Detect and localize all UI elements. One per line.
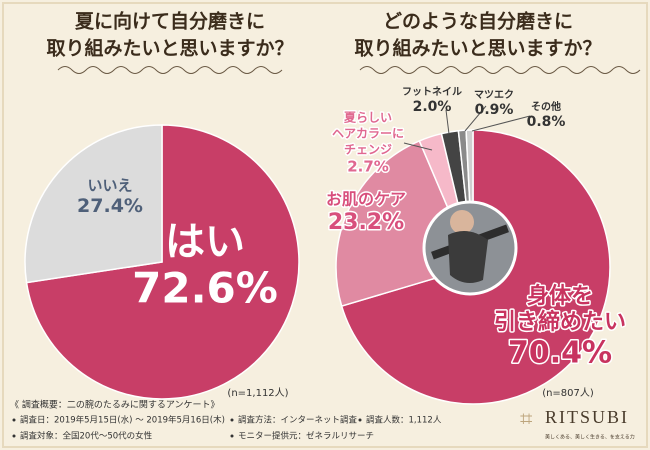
logo-icon: ⌗ (520, 406, 532, 431)
sample-size: (n=1,112人) (227, 387, 288, 399)
category-label: はい (165, 219, 245, 265)
chart-title: 取り組みたいと思いますか？ (46, 37, 293, 60)
category-label: 夏らしい (344, 111, 392, 125)
chart-title: 夏に向けて自分磨きに (75, 10, 265, 33)
value-label: 2.0% (413, 99, 452, 115)
category-label: 身体を (527, 283, 593, 309)
pie-slice (25, 124, 300, 400)
pie-slice (24, 124, 163, 284)
leader-line (464, 105, 487, 132)
value-label: 72.6% (132, 264, 278, 313)
footer-item: 調査対象：全国20代～50代の女性 (20, 431, 153, 442)
footer-item: 調査人数：1,112人 (366, 415, 442, 426)
category-label: ヘアカラーに (332, 127, 404, 141)
leader-line (403, 142, 433, 151)
category-label: チェンジ (344, 143, 392, 157)
sample-size: (n=807人) (542, 387, 594, 399)
value-label: 27.4% (77, 195, 143, 217)
title-ornament (57, 66, 641, 74)
value-label: 0.8% (527, 114, 566, 130)
leader-line (471, 115, 531, 132)
category-label: 引き締めたい (494, 309, 626, 335)
leader-line (445, 109, 450, 135)
category-label: その他 (531, 100, 561, 113)
center-photo (422, 200, 518, 296)
pie (24, 124, 300, 400)
category-label: いいえ (87, 177, 132, 195)
chart-title: どのような自分磨きに (383, 10, 573, 33)
bullet (12, 434, 16, 438)
footer-heading: 《 調査概要：二の腕のたるみに関するアンケート》 (10, 399, 220, 411)
category-label: マツエク (474, 89, 514, 101)
logo-name: RITSUBI (545, 407, 629, 427)
value-label: 0.9% (475, 102, 514, 118)
bullet (230, 418, 234, 422)
chart-title: 取り組みたいと思いますか？ (354, 37, 601, 60)
bullet (230, 434, 234, 438)
value-label: 70.4% (508, 336, 612, 371)
bullet (12, 418, 16, 422)
value-label: 23.2% (328, 210, 404, 235)
category-label: フットネイル (402, 86, 462, 98)
category-label: お肌のケア (326, 190, 406, 209)
value-label: 2.7% (347, 158, 389, 176)
footer-item: 調査方法：インターネット調査 (238, 415, 358, 426)
bullet (358, 418, 362, 422)
logo-tagline: 美しくある、美しく生きる、を支える力 (545, 434, 635, 441)
footer-item: モニター提供元：ゼネラルリサーチ (238, 431, 374, 442)
footer-item: 調査日：2019年5月15日(水) ～ 2019年5月16日(木) (20, 415, 225, 426)
